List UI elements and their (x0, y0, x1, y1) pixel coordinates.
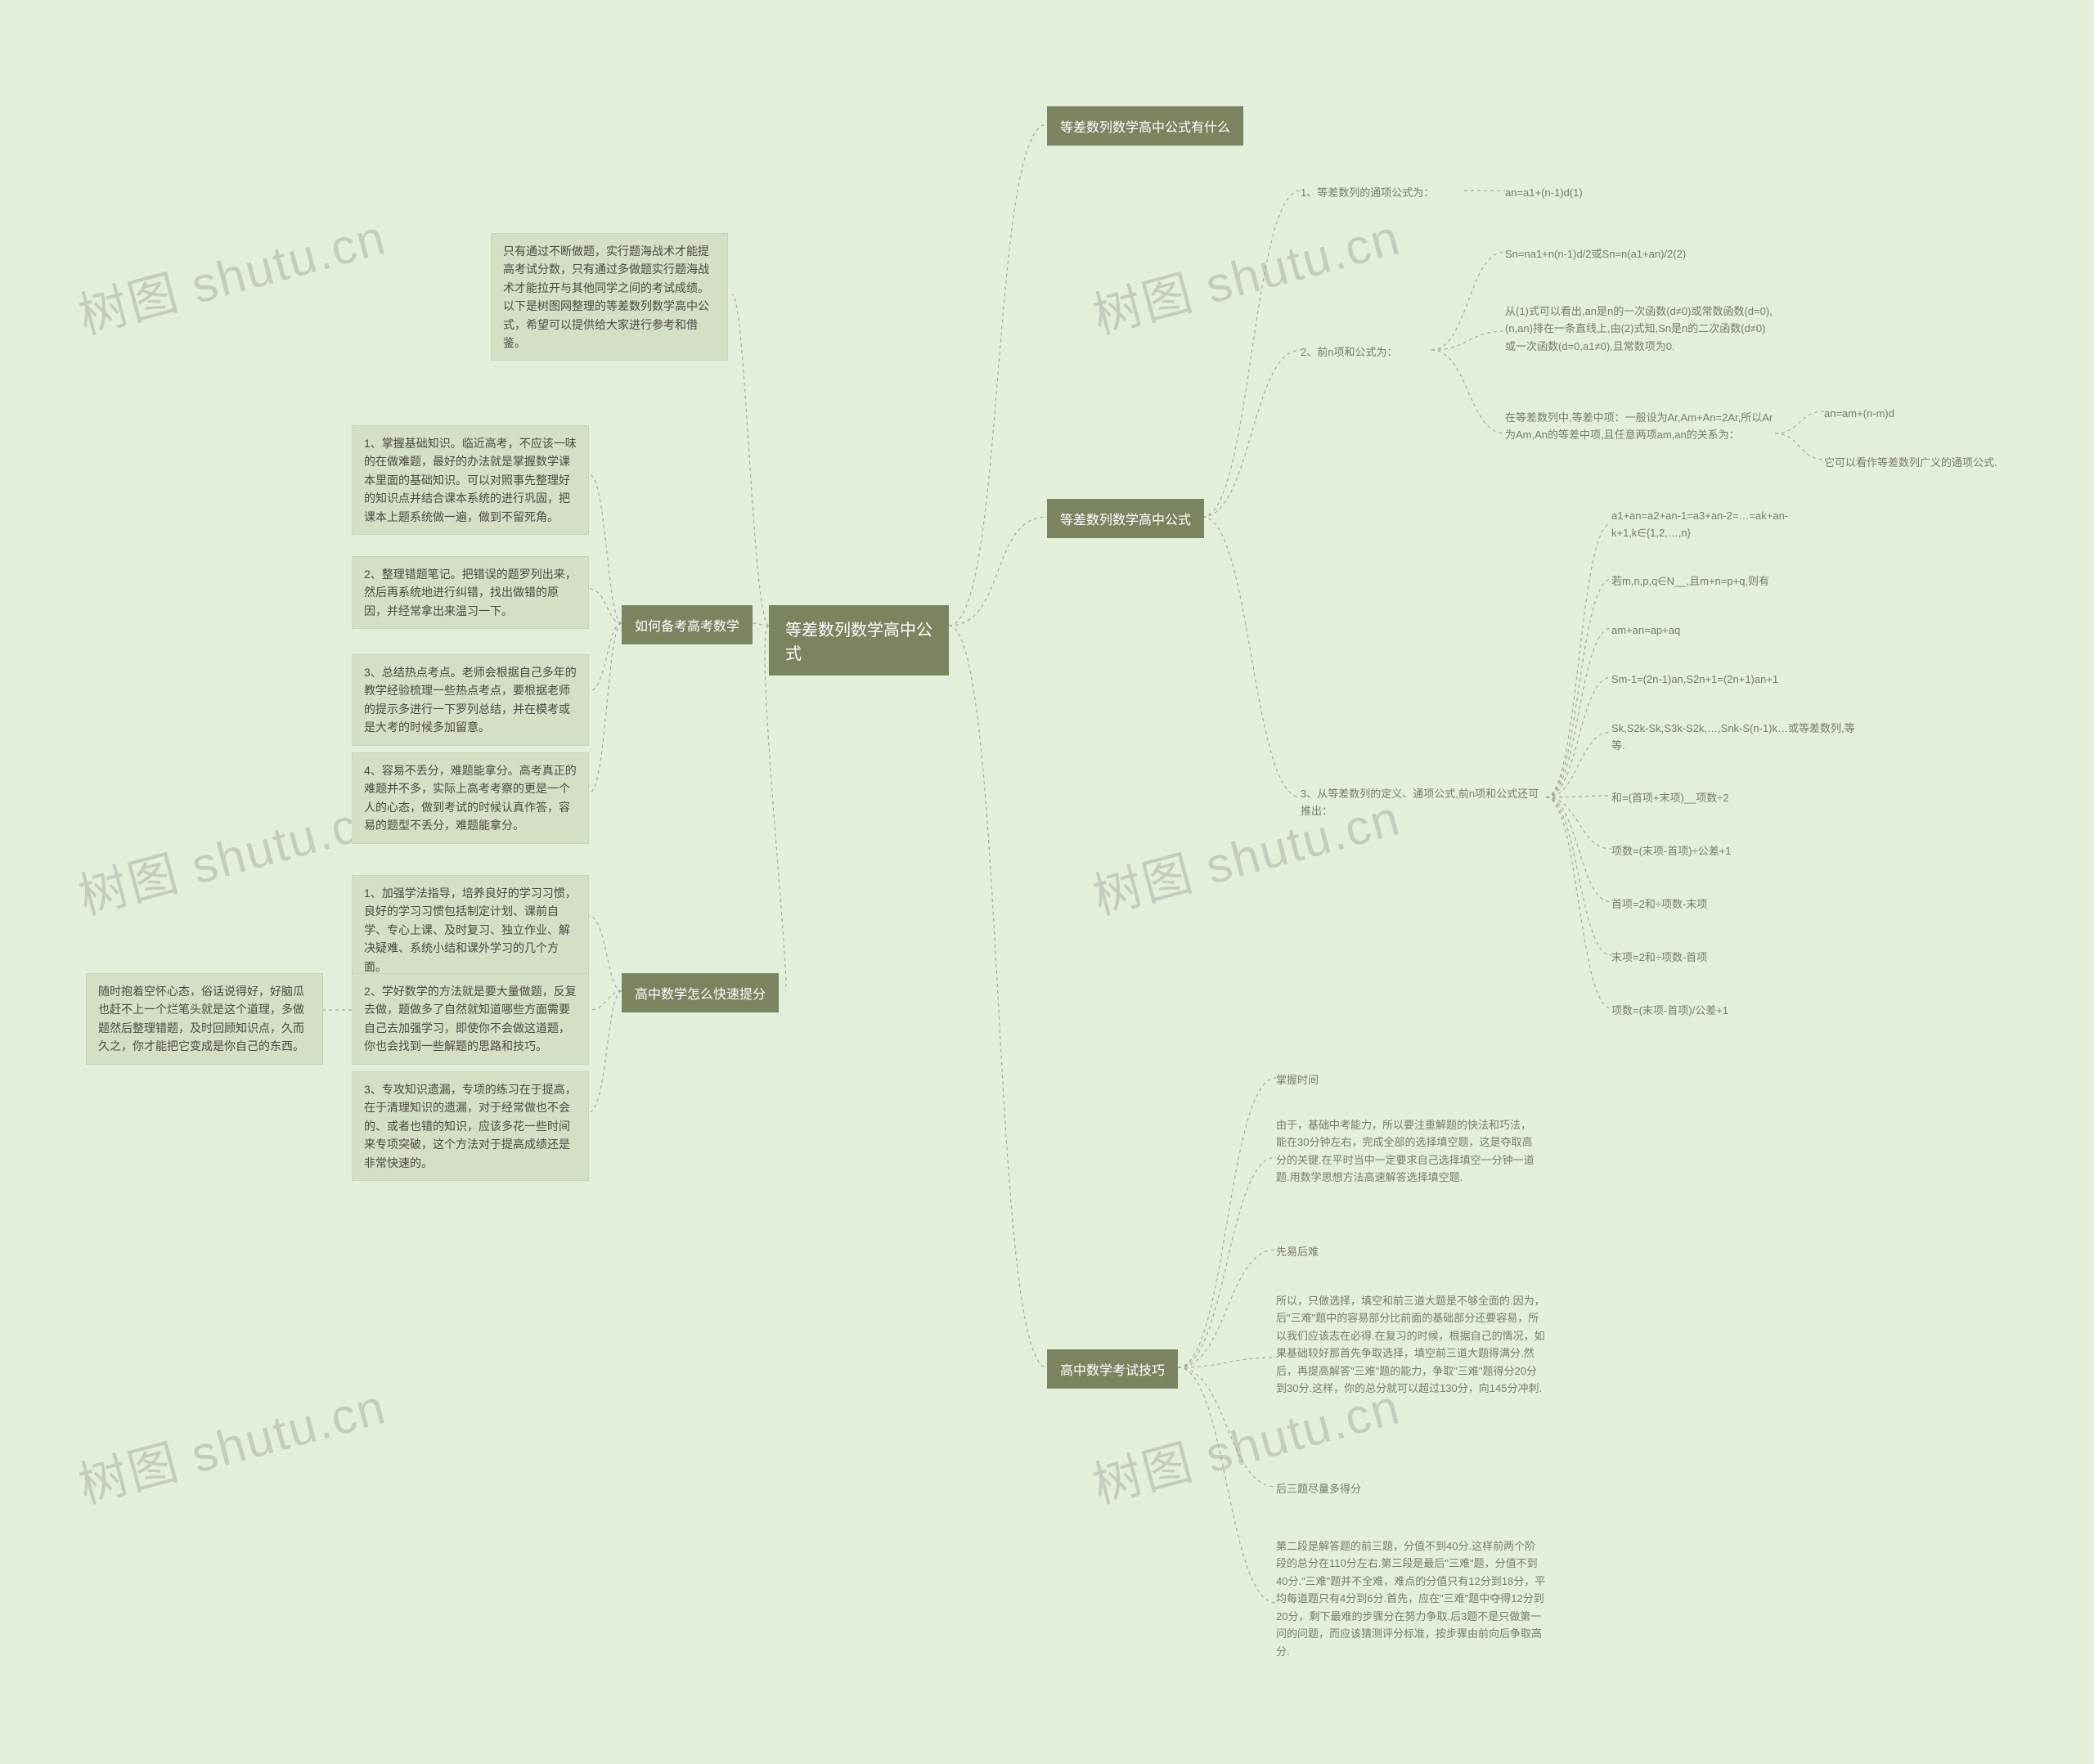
leaf-prep-3: 3、总结热点考点。老师会根据自己多年的教学经验梳理一些热点考点，要根据老师的提示… (352, 654, 589, 746)
leaf-tip-easy-head: 先易后难 (1276, 1243, 1358, 1260)
leaf-sum-intro: 2、前n项和公式为： (1301, 343, 1431, 361)
leaf-deriv-8: 首项=2和÷项数-末项 (1611, 895, 1775, 913)
leaf-deriv-2: 若m,n,p,q∈N__,且m+n=p+q,则有 (1611, 572, 1857, 590)
leaf-deriv-5: Sk,S2k-Sk,S3k-S2k,…,Snk-S(n-1)k…或等差数列,等等… (1611, 720, 1865, 755)
connector-layer (0, 0, 2094, 1764)
branch-formula-what[interactable]: 等差数列数学高中公式有什么 (1047, 106, 1243, 146)
branch-improve-fast[interactable]: 高中数学怎么快速提分 (622, 973, 779, 1012)
branch-exam-tips[interactable]: 高中数学考试技巧 (1047, 1349, 1178, 1389)
leaf-general-term-intro: 1、等差数列的通项公式为： (1301, 184, 1464, 201)
mindmap-root[interactable]: 等差数列数学高中公式 (769, 605, 949, 676)
leaf-tip-time-body: 由于，基础中考能力，所以要注重解题的快法和巧法，能在30分钟左右，完成全部的选择… (1276, 1116, 1538, 1187)
leaf-tip-last3-body: 第二段是解答题的前三题，分值不到40分.这样前两个阶段的总分在110分左右.第三… (1276, 1537, 1546, 1660)
watermark: 树图 shutu.cn (70, 198, 393, 348)
branch-formula-main[interactable]: 等差数列数学高中公式 (1047, 499, 1204, 538)
watermark: 树图 shutu.cn (70, 779, 393, 929)
leaf-arith-mean: 在等差数列中,等差中项：一般设为Ar,Am+An=2Ar,所以Ar为Am,An的… (1505, 409, 1775, 444)
branch-how-prepare[interactable]: 如何备考高考数学 (622, 605, 753, 644)
leaf-an-am-formula: an=am+(n-m)d (1824, 405, 1947, 422)
leaf-general-term-formula: an=a1+(n-1)d(1) (1505, 184, 1669, 201)
leaf-tip-easy-body: 所以，只做选择，填空和前三道大题是不够全面的.因为，后"三难"题中的容易部分比前… (1276, 1292, 1546, 1398)
leaf-deriv-4: Sm-1=(2n-1)an,S2n+1=(2n+1)an+1 (1611, 671, 1857, 688)
leaf-deriv-9: 末项=2和÷项数-首项 (1611, 949, 1775, 966)
leaf-deriv-6: 和=(首项+末项)__项数÷2 (1611, 789, 1816, 806)
leaf-prep-4: 4、容易不丢分，难题能拿分。高考真正的难题并不多，实际上高考考察的更是一个人的心… (352, 752, 589, 844)
leaf-derivation-intro: 3、从等差数列的定义、通项公式,前n项和公式还可推出： (1301, 785, 1546, 820)
leaf-sum-formula-1: Sn=na1+n(n-1)d/2或Sn=n(a1+an)/2(2) (1505, 245, 1775, 263)
leaf-improve-1: 1、加强学法指导，培养良好的学习习惯，良好的学习习惯包括制定计划、课前自学、专心… (352, 875, 589, 985)
leaf-tip-time-head: 掌握时间 (1276, 1071, 1358, 1088)
leaf-deriv-3: am+an=ap+aq (1611, 622, 1775, 639)
leaf-sum-formula-2: 从(1)式可以看出,an是n的一次函数(d≠0)或常数函数(d=0),(n,an… (1505, 303, 1775, 355)
leaf-prep-1: 1、掌握基础知识。临近高考，不应该一味的在做难题，最好的办法就是掌握数学课本里面… (352, 425, 589, 535)
leaf-general-broad: 它可以看作等差数列广义的通项公式. (1824, 454, 2053, 471)
leaf-deriv-1: a1+an=a2+an-1=a3+an-2=…=ak+an-k+1,k∈{1,2… (1611, 507, 1865, 542)
leaf-deriv-7: 项数=(末项-首项)÷公差+1 (1611, 842, 1816, 860)
leaf-improve-3: 3、专攻知识遗漏，专项的练习在于提高，在于清理知识的遗漏，对于经常做也不会的、或… (352, 1071, 589, 1181)
leaf-improve-2: 2、学好数学的方法就是要大量做题，反复去做，题做多了自然就知道哪些方面需要自己去… (352, 973, 589, 1065)
watermark: 树图 shutu.cn (70, 1367, 393, 1518)
leaf-tip-last3-head: 后三题尽量多得分 (1276, 1480, 1407, 1497)
leaf-intro: 只有通过不断做题，实行题海战术才能提高考试分数，只有通过多做题实行题海战术才能拉… (491, 233, 728, 361)
leaf-deriv-10: 项数=(末项-首项)/公差+1 (1611, 1002, 1816, 1019)
watermark: 树图 shutu.cn (1084, 198, 1407, 348)
leaf-prep-2: 2、整理错题笔记。把错误的题罗列出来，然后再系统地进行纠错，找出做错的原因，并经… (352, 556, 589, 629)
leaf-improve-2-sub: 随时抱着空怀心态，俗话说得好，好脑瓜也赶不上一个烂笔头就是这个道理，多做题然后整… (86, 973, 323, 1065)
